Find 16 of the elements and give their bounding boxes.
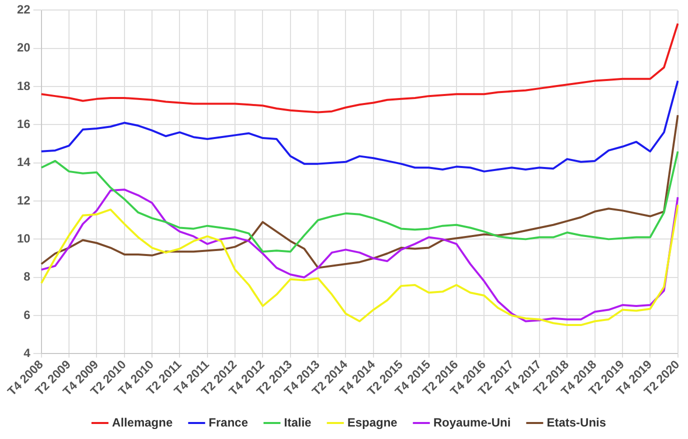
- y-tick-label: 8: [24, 270, 31, 284]
- legend-label: Espagne: [347, 415, 398, 430]
- legend-label: Allemagne: [112, 415, 173, 430]
- y-tick-label: 12: [16, 193, 31, 208]
- y-tick-label: 20: [16, 40, 31, 55]
- y-tick-label: 22: [16, 2, 31, 17]
- y-tick-label: 14: [16, 155, 31, 170]
- y-tick-label: 16: [16, 117, 31, 132]
- legend-label: Italie: [284, 415, 312, 430]
- legend-label: Etats-Unis: [546, 415, 606, 430]
- y-tick-label: 4: [24, 346, 31, 360]
- y-tick-label: 10: [16, 232, 31, 246]
- legend-label: France: [208, 415, 248, 430]
- y-tick-label: 6: [24, 308, 31, 322]
- y-tick-label: 18: [16, 78, 31, 93]
- legend-label: Royaume-Uni: [433, 415, 511, 430]
